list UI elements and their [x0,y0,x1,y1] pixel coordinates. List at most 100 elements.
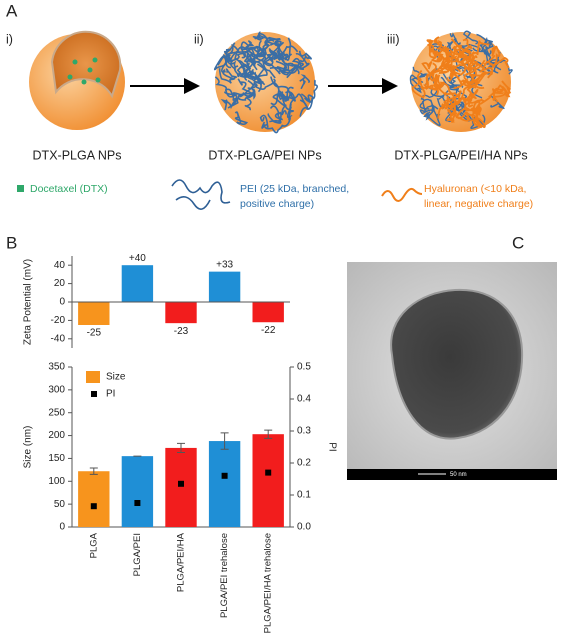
fiber [291,57,305,75]
fiber [239,86,256,100]
fiber [298,50,312,63]
fiber [225,88,239,109]
y-tick-label: 200 [48,430,65,441]
fiber [469,40,490,57]
fiber [240,65,266,86]
pi-point [221,472,228,479]
pi-point [265,469,272,476]
error-bar [177,442,185,453]
fiber [437,53,451,71]
fiber [433,36,450,51]
fiber [244,88,256,111]
y2-tick-label: 0.0 [297,522,311,533]
pi-point [178,480,184,487]
y2-axis-label: PI [326,442,337,451]
fiber [277,51,293,61]
pi-point [90,503,97,510]
y-tick-label: 0 [59,297,65,308]
y2-tick-label: 0.4 [297,394,311,405]
step-label: ii) [194,32,204,46]
fiber [423,105,435,118]
fiber [466,88,477,108]
fiber [453,79,477,91]
fiber [450,56,469,70]
fiber [463,88,479,106]
y-tick-label: 300 [48,384,65,395]
fiber [226,43,240,62]
fiber [421,60,435,77]
ha-icon [381,187,423,202]
fiber [411,66,426,90]
legend-text: PEI (25 kDa, branched, [240,183,349,195]
fiber [488,45,501,66]
fiber [272,91,287,116]
data-label: +40 [129,253,146,264]
x-tick-label: PLGA/PEI/HA [176,532,187,592]
bar [208,441,241,527]
fiber [440,81,457,111]
y-axis-label: Zeta Potential (mV) [23,259,34,345]
bar [252,302,284,323]
fiber [299,74,311,90]
y-tick-label: 20 [54,278,66,289]
data-label: -25 [87,328,102,339]
fiber [236,69,263,85]
step-label: iii) [387,32,400,46]
fiber [492,84,507,98]
legend-text: positive charge) [240,198,314,210]
legend-label: PI [106,389,115,400]
fiber [234,46,259,64]
fiber [468,51,478,66]
fiber [455,107,475,122]
y-axis-label: Size (nm) [23,426,34,469]
error-bar [89,467,98,475]
fiber [275,61,300,74]
np-name: DTX-PLGA NPs [33,148,122,162]
bar [121,456,154,527]
fiber [426,39,434,53]
pei-np-illustration [213,31,319,134]
legend-label: Size [106,372,126,383]
pei-icon [171,179,231,210]
x-tick-label: PLGA/PEI trehalose [219,533,230,618]
step-label: i) [6,32,13,46]
fiber [411,69,426,99]
fiber [485,46,513,75]
error-bar [220,432,229,450]
y-tick-label: 150 [48,453,65,464]
fiber [241,57,252,76]
fiber [253,78,276,93]
fiber [240,40,262,50]
fiber [278,86,294,102]
tem-image [347,262,557,480]
fiber [481,39,494,56]
legend-text: linear, negative charge) [424,198,533,210]
y2-tick-label: 0.3 [297,426,311,437]
data-label: -22 [261,325,276,336]
fiber [463,69,477,87]
np-name: DTX-PLGA/PEI NPs [208,148,321,162]
fiber [246,45,265,65]
y-tick-label: 350 [48,362,65,373]
legend-marker [91,391,97,397]
fiber [269,105,284,124]
bar [252,434,284,527]
fiber [463,30,479,45]
y-tick-label: 50 [54,499,66,510]
fiber [446,110,457,123]
bar [165,302,197,324]
y2-tick-label: 0.2 [297,458,311,469]
x-tick-label: PLGA/PEI [132,533,143,576]
fiber [288,103,295,121]
y-tick-label: 40 [54,260,66,271]
error-bar [264,429,273,439]
pi-point [134,500,141,506]
fiber [501,80,512,98]
bar [78,471,110,527]
fiber [492,88,504,103]
np-name: DTX-PLGA/PEI/HA NPs [394,148,527,162]
legend-marker [86,371,100,383]
fiber [466,51,486,71]
